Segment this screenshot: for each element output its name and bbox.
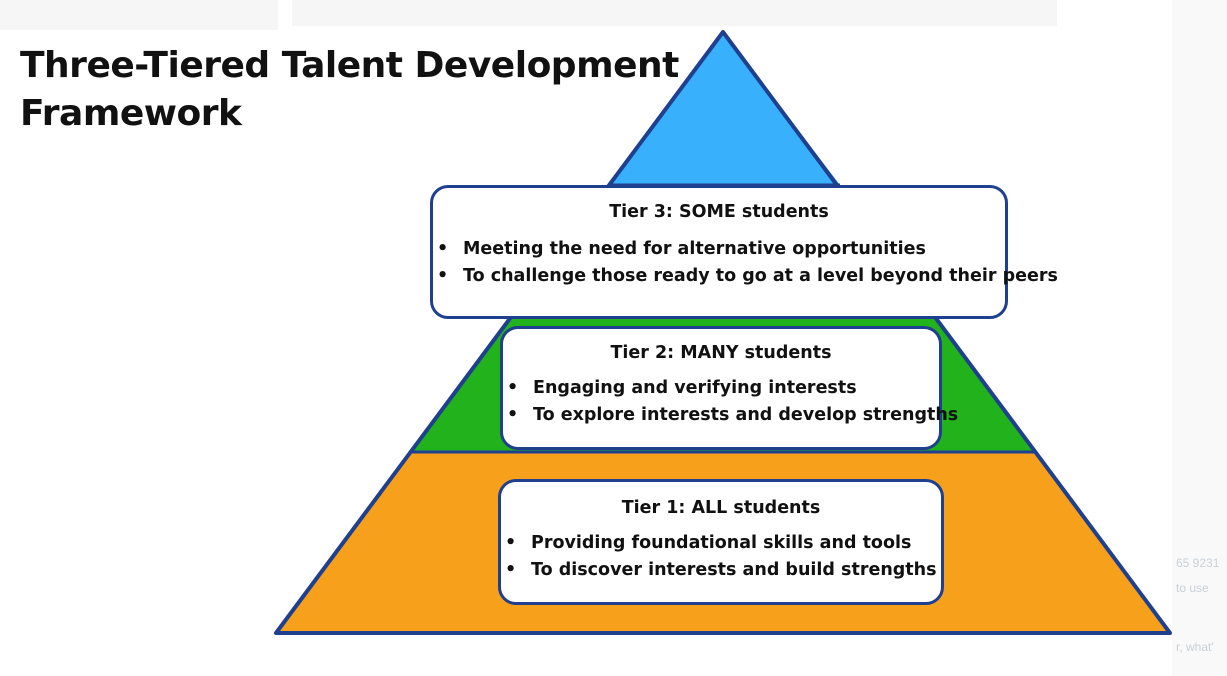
bullet-glyph: • [505, 560, 517, 580]
background-panel-top [292, 0, 1057, 26]
bullet-text: To discover interests and build strength… [531, 560, 937, 580]
tier-2-title: Tier 2: MANY students [610, 343, 832, 363]
tier-3-box: Tier 3: SOME students • Meeting the need … [430, 185, 1058, 319]
tier-3-title: Tier 3: SOME students [609, 202, 829, 222]
edge-fragment-text: 65 9231 [1176, 556, 1220, 570]
list-item: • Providing foundational skills and tools [501, 530, 941, 557]
tier-2-list: • Engaging and verifying interests • To ex… [503, 375, 958, 429]
background-panel-right [1172, 0, 1227, 676]
list-item: • To discover interests and build strengt… [501, 557, 941, 584]
bullet-glyph: • [437, 239, 449, 259]
page-title: Three-Tiered Talent Development Framewor… [20, 45, 679, 134]
tier-1-list: • Providing foundational skills and tools… [501, 530, 941, 584]
bullet-glyph: • [505, 533, 517, 553]
bullet-glyph: • [507, 405, 519, 425]
tier-3-list: • Meeting the need for alternative opport… [433, 236, 1058, 290]
list-item: • Meeting the need for alternative opport… [433, 236, 1005, 263]
edge-fragment-text: to use [1176, 581, 1209, 595]
bullet-glyph: • [507, 378, 519, 398]
tier-2-box: Tier 2: MANY students • Engaging and veri… [500, 326, 958, 450]
bullet-text: Providing foundational skills and tools [531, 533, 912, 553]
edge-fragment-text: r, what' [1176, 640, 1214, 654]
bullet-glyph: • [437, 266, 449, 286]
list-item: • To explore interests and develop streng… [503, 402, 958, 429]
tier-1-box: Tier 1: ALL students • Providing foundati… [498, 479, 944, 605]
bullet-text: Engaging and verifying interests [533, 378, 857, 398]
tier-1-title: Tier 1: ALL students [621, 498, 821, 518]
bullet-text: Meeting the need for alternative opportu… [463, 239, 926, 259]
bullet-text: To challenge those ready to go at a leve… [463, 266, 1058, 286]
pyramid-outline [274, 30, 1172, 635]
list-item: • Engaging and verifying interests [503, 375, 939, 402]
bullet-text: To explore interests and develop strengt… [533, 405, 959, 425]
pyramid-apex [608, 32, 840, 185]
list-item: • To challenge those ready to go at a lev… [433, 263, 1058, 290]
background-panel-left [0, 0, 278, 30]
